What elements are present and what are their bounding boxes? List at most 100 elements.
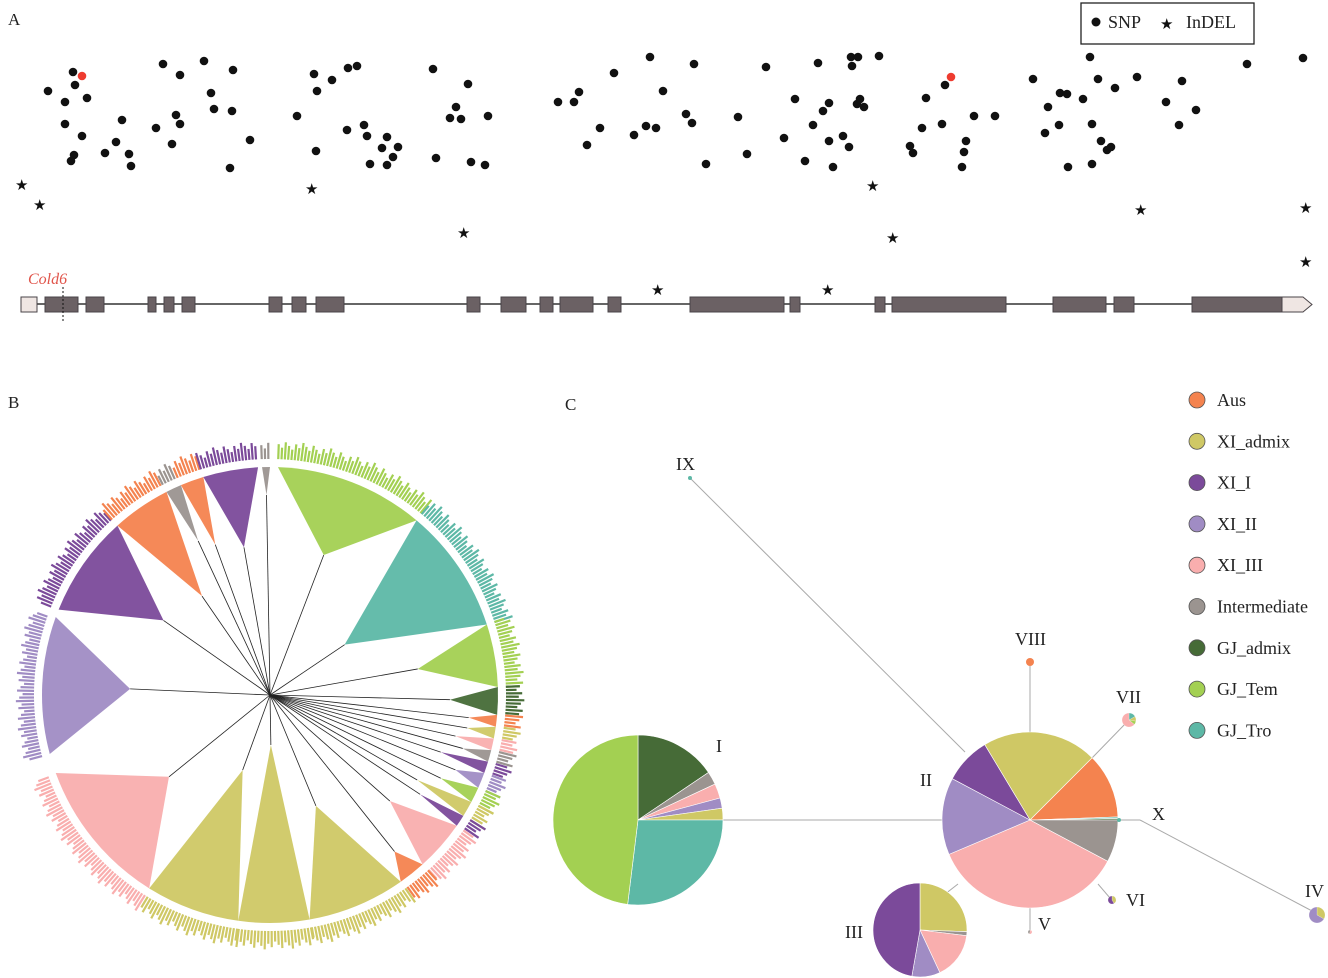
exon [500,296,527,313]
snp-dot [1106,142,1116,152]
outer-ring-intermediate [157,463,176,486]
clade-aus [468,714,498,727]
legend-swatch-xi_admix [1188,432,1206,450]
exon [1191,296,1283,313]
clade-aus [394,851,423,882]
snp-dot [428,64,438,74]
snp-dot [377,143,387,153]
legend-swatch-xi_i [1188,474,1206,492]
snp-dot [480,160,490,170]
snp-dot [824,98,834,108]
snp-dot [311,146,321,156]
exon [181,296,196,313]
clade-xi_ii [455,769,485,788]
indel-star: ★ [1299,255,1312,271]
snp-dot [844,142,854,152]
tree-branch [350,696,450,701]
exon [607,296,622,313]
snp-dot [1093,74,1103,84]
snp-dot [1161,97,1171,107]
pie-slice-aus [1029,757,1119,821]
snp-dot [838,131,848,141]
exon [789,296,801,313]
indel-star: ★ [866,179,879,195]
exon [147,296,157,313]
snp-dot [228,65,238,75]
group-legend: Aus XI_admix XI_I XI_II XI_III Intermediate GJ… [1188,390,1308,740]
snp-dot [651,123,661,133]
snp-dot [808,120,818,130]
clade-xi_iii [455,736,494,751]
tree-branch [290,744,317,807]
tree-branch [269,694,327,766]
snp-dot [1054,120,1064,130]
tree-branch [201,595,240,651]
snp-dot [151,123,161,133]
snp-dot [68,67,78,77]
clade-xi_i [58,525,164,621]
snp-dot [388,152,398,162]
pie-slice-gj_tro [627,819,724,906]
snp-dot [1110,83,1120,93]
snp-dot [227,106,237,116]
pie-slice-xi_admix [984,731,1093,821]
clade-gj_admix [449,687,498,715]
panel-label-c: C [565,395,576,414]
tree-branch [237,625,271,696]
snp-dot [431,153,441,163]
snp-dot [940,80,950,90]
snp-dot-highlighted [77,71,87,81]
outer-ring-xi_ii [485,774,507,799]
gene-name: Cold6 [28,271,67,288]
tree-branch [269,694,348,733]
outer-ring-xi_i [492,762,512,779]
snp-dot [859,102,869,112]
snp-dot [917,123,927,133]
snp-dot [853,52,863,62]
indel-star: ★ [305,182,318,198]
utr-3prime [1281,296,1313,313]
indel-star: ★ [821,283,834,299]
pie-slice-gj_admix [637,734,709,821]
snp-dot [790,94,800,104]
snp-dot [117,115,127,125]
tree-branch [163,620,223,662]
legend-label: GJ_Tem [1217,679,1278,699]
outer-ring-aus [172,453,201,479]
snp-dot [937,119,947,129]
pie-slice-gj_tro [688,476,692,480]
snp-legend-label: SNP [1108,12,1141,32]
clade-xi_admix [309,805,401,920]
snp-dot [855,94,865,104]
exon [559,296,594,313]
tree-branch [242,728,259,771]
snp-dot [466,157,476,167]
tree-branch [243,547,259,629]
legend-swatch-intermediate [1188,598,1206,615]
legend-label: XI_admix [1217,431,1290,451]
clade-xi_admix [238,744,310,924]
snp-dot [158,59,168,69]
snp-dot [1298,53,1308,63]
clade-xi_admix [149,770,243,921]
snp-dot [382,132,392,142]
exon [466,296,481,313]
snp-dot [1062,89,1072,99]
clade-gj_tro [344,520,487,645]
pie-slice-xi_i [1107,895,1115,905]
tree-branch [269,694,347,722]
snp-dot [1177,76,1187,86]
clade-xi_iii [389,801,457,865]
legend-box [1080,2,1255,45]
haplotype-label: VII [1116,687,1141,707]
haplotype-label: VIII [1015,629,1046,649]
indel-star: ★ [1134,203,1147,219]
tree-branch [323,742,391,802]
snp-dot [77,131,87,141]
outer-ring-xi_admix [235,927,315,950]
snp-dot [463,79,473,89]
snp-dot [874,51,884,61]
snp-dot [60,119,70,129]
